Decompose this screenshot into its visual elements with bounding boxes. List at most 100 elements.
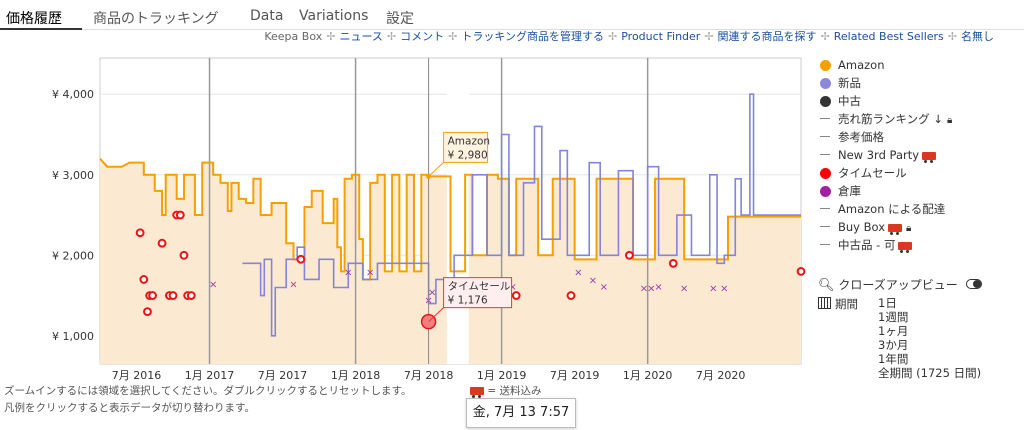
legend-item[interactable]: 倉庫 — [818, 182, 952, 200]
deal-tooltip-pointer — [428, 307, 444, 323]
deal-tooltip-label: タイムセール — [448, 281, 511, 293]
comments-link[interactable]: コメント — [400, 30, 445, 43]
deal-marker — [148, 291, 157, 300]
legend-label: 参考価格 — [838, 130, 884, 144]
legend-label: 中古品 - 可 — [838, 238, 896, 252]
shipping-note: = 送料込み — [467, 383, 541, 398]
deal-marker — [796, 266, 806, 276]
period-label-wrap: 期間 — [818, 296, 858, 312]
y-tick-label: ¥ 1,000 — [52, 330, 94, 343]
chart-legend: Amazon 新品 中古 売れ筋ランキング ↓ 🔒︎ 参考価格 New 3rd Party タ… — [818, 56, 952, 254]
x-tick-label: 7月 2020 — [696, 369, 746, 382]
x-tick-label: 1月 2017 — [185, 369, 235, 382]
warehouse-marker: × — [647, 284, 655, 295]
shipping-note-text: = 送料込み — [487, 385, 542, 397]
period-option[interactable]: 1週間 — [878, 310, 909, 324]
legend-item[interactable]: 中古 — [818, 92, 952, 110]
warehouse-marker: × — [508, 282, 516, 293]
deal-marker — [511, 291, 521, 300]
product-finder-link[interactable]: Product Finder — [621, 30, 701, 43]
legend-dot-icon — [820, 96, 831, 107]
y-tick-label: ¥ 4,000 — [52, 88, 94, 101]
hint-zoom: ズームインするには領域を選択してください。ダブルクリックするとリセットします。 — [4, 385, 412, 397]
legend-item[interactable]: Buy Box 🔒︎ — [818, 218, 952, 236]
legend-item[interactable]: 売れ筋ランキング ↓ 🔒︎ — [818, 110, 952, 128]
search-icon: 🔍︎ — [818, 278, 835, 293]
price-history-chart[interactable]: ¥ 1,000¥ 2,000¥ 3,000¥ 4,000× ×× ××××××× ××… — [0, 40, 810, 390]
tab-data[interactable]: Data — [250, 8, 284, 24]
period-option[interactable]: 3か月 — [878, 338, 909, 352]
legend-item[interactable]: 中古品 - 可 — [818, 236, 952, 254]
legend-item[interactable]: 新品 — [818, 74, 952, 92]
deal-marker — [625, 250, 634, 260]
y-tick-label: ¥ 3,000 — [52, 169, 94, 182]
period-option[interactable]: 1ヶ月 — [878, 324, 909, 338]
truck-icon — [888, 224, 903, 235]
warehouse-marker: × — [589, 275, 597, 286]
warehouse-marker: × — [289, 279, 297, 290]
legend-dot-icon — [820, 60, 831, 71]
toggle-icon[interactable] — [965, 279, 982, 289]
legend-item[interactable]: タイムセール — [818, 164, 952, 182]
truck-icon — [470, 387, 484, 398]
legend-item[interactable]: Amazon による配達 — [818, 200, 952, 218]
closeup-toggle[interactable]: 🔍︎ クローズアップビュー — [818, 276, 982, 293]
period-option[interactable]: 1日 — [878, 296, 897, 310]
tab-variations[interactable]: Variations — [299, 8, 369, 24]
x-tick-label: 7月 2017 — [258, 369, 308, 382]
warehouse-marker: × — [720, 284, 728, 295]
legend-item[interactable]: Amazon — [818, 56, 952, 74]
related-best-sellers-link[interactable]: Related Best Sellers — [833, 30, 944, 43]
legend-dot-icon — [820, 78, 831, 89]
legend-item[interactable]: 参考価格 — [818, 128, 952, 146]
find-related-link[interactable]: 関連する商品を探す — [717, 30, 817, 43]
amazon-tooltip-price: ¥ 2,980 — [448, 149, 488, 161]
warehouse-marker: × — [640, 284, 648, 295]
x-tick-label: 7月 2019 — [550, 369, 600, 382]
legend-label: New 3rd Party — [838, 148, 920, 162]
legend-dot-icon — [820, 186, 831, 197]
date-tooltip: 金, 7月 13 7:57 — [466, 398, 576, 428]
deal-tooltip-price: ¥ 1,176 — [448, 295, 488, 307]
legend-label: Amazon — [838, 58, 885, 72]
legend-dash-icon — [820, 226, 830, 227]
deal-marker — [135, 228, 145, 238]
legend-dash-icon — [820, 154, 830, 155]
truck-icon — [898, 242, 913, 253]
calendar-icon — [818, 297, 831, 309]
manage-tracking-link[interactable]: トラッキング商品を管理する — [461, 30, 605, 43]
tab-price-history[interactable]: 価格履歴 — [6, 11, 62, 27]
legend-label: 倉庫 — [838, 184, 861, 198]
legend-label: Amazon による配達 — [838, 202, 946, 216]
lock-icon: 🔒︎ — [906, 223, 912, 234]
legend-item[interactable]: New 3rd Party — [818, 146, 952, 164]
legend-dash-icon — [820, 208, 830, 209]
legend-dash-icon — [820, 118, 830, 119]
period-option[interactable]: 全期間 (1725 日間) — [878, 366, 982, 380]
warehouse-marker: × — [209, 279, 217, 290]
tab-settings[interactable]: 設定 — [386, 11, 414, 27]
tab-tracking[interactable]: 商品のトラッキング — [93, 11, 219, 27]
period-label: 期間 — [835, 297, 858, 311]
truck-icon — [922, 152, 937, 163]
deal-tooltip-box — [443, 277, 513, 309]
top-links: Keepa Box ✢ ニュース ✢ コメント ✢ トラッキング商品を管理する ✢ Produc… — [264, 30, 994, 43]
tab-divider — [82, 29, 1024, 30]
warehouse-marker: × — [366, 267, 374, 278]
hint-legend: 凡例をクリックすると表示データが切り替わります。 — [4, 402, 255, 414]
warehouse-marker: × — [428, 288, 436, 299]
deal-marker — [157, 238, 167, 248]
warehouse-marker: × — [709, 284, 717, 295]
legend-dash-icon — [820, 244, 830, 245]
legend-dash-icon — [820, 136, 830, 137]
amazon-tooltip-label: Amazon — [448, 135, 490, 147]
x-tick-label: 1月 2018 — [331, 369, 381, 382]
warehouse-marker: × — [344, 267, 352, 278]
period-option[interactable]: 1年間 — [878, 352, 909, 366]
period-options: 1日 1週間 1ヶ月 3か月 1年間 全期間 (1725 日間) — [878, 296, 981, 380]
keepa-box-link[interactable]: Keepa Box — [264, 30, 323, 43]
lock-icon: 🔒︎ — [946, 115, 953, 126]
news-link[interactable]: ニュース — [339, 30, 383, 43]
anonymous-link[interactable]: 名無し — [961, 30, 994, 43]
deal-marker — [668, 258, 678, 268]
